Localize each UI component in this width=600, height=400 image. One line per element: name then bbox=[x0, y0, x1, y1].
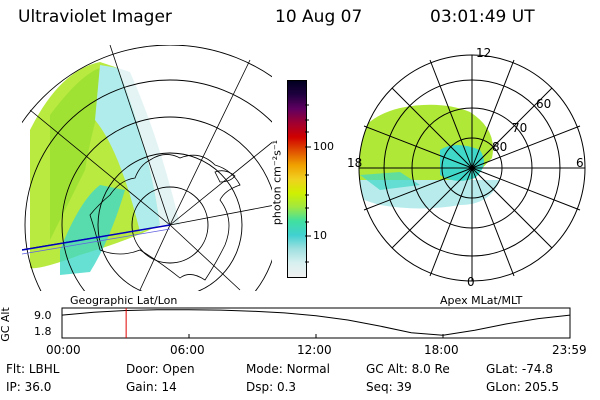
info-flt: Flt: LBHL bbox=[6, 362, 60, 376]
mlat-label-80: 80 bbox=[492, 140, 508, 154]
mlt-label-0: 0 bbox=[467, 275, 475, 289]
mlt-label-12: 12 bbox=[476, 46, 492, 60]
colorbar bbox=[287, 80, 307, 278]
header-date: 10 Aug 07 bbox=[275, 7, 363, 27]
apex-panel-title: Apex MLat/MLT bbox=[440, 294, 523, 307]
info-dsp: Dsp: 0.3 bbox=[246, 380, 297, 394]
chart-xtick-4: 23:59 bbox=[552, 343, 587, 357]
chart-xtick-2: 12:00 bbox=[297, 343, 332, 357]
chart-xtick-3: 18:00 bbox=[424, 343, 459, 357]
colorbar-tick-10: 10 bbox=[313, 229, 327, 242]
info-glon: GLon: 205.5 bbox=[486, 380, 559, 394]
header-time: 03:01:49 UT bbox=[430, 7, 535, 27]
info-gain: Gain: 14 bbox=[126, 380, 177, 394]
geo-panel-title: Geographic Lat/Lon bbox=[70, 294, 178, 307]
chart-ytick-high: 9.0 bbox=[34, 309, 52, 322]
info-door: Door: Open bbox=[126, 362, 195, 376]
colorbar-tick-100: 100 bbox=[313, 140, 334, 153]
chart-xtick-1: 06:00 bbox=[170, 343, 205, 357]
chart-ytick-low: 1.8 bbox=[34, 325, 52, 338]
info-mode: Mode: Normal bbox=[246, 362, 330, 376]
chart-frame bbox=[61, 307, 571, 339]
instrument-title: Ultraviolet Imager bbox=[18, 7, 172, 27]
mlt-label-18: 18 bbox=[347, 156, 363, 170]
info-gc-alt: GC Alt: 8.0 Re bbox=[366, 362, 450, 376]
mlat-label-60: 60 bbox=[536, 97, 552, 111]
info-ip: IP: 36.0 bbox=[6, 380, 52, 394]
mlat-label-70: 70 bbox=[512, 121, 528, 135]
chart-xtick-0: 00:00 bbox=[46, 343, 81, 357]
mlt-label-6: 6 bbox=[576, 156, 584, 170]
info-seq: Seq: 39 bbox=[366, 380, 412, 394]
info-glat: GLat: -74.8 bbox=[486, 362, 553, 376]
chart-ylabel: GC Alt bbox=[0, 307, 12, 342]
altitude-series-line bbox=[61, 309, 571, 336]
